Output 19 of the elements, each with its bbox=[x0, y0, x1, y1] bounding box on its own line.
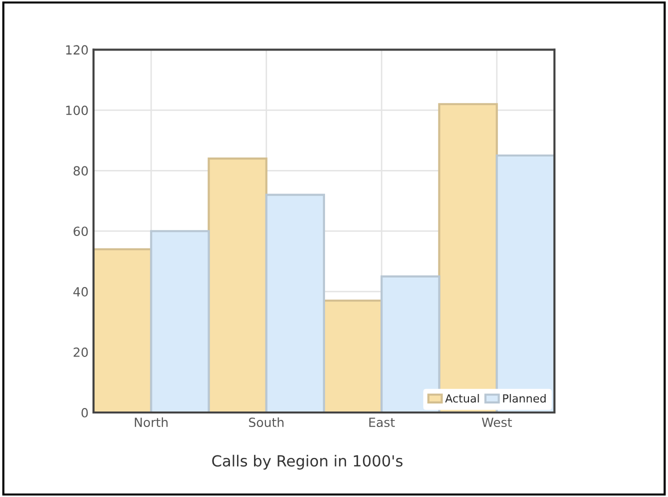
x-tick-label: West bbox=[482, 418, 512, 428]
legend-label: Actual bbox=[445, 394, 479, 403]
bar bbox=[94, 248, 152, 413]
y-tick-label: 20 bbox=[74, 348, 88, 357]
y-tick-label: 40 bbox=[73, 287, 88, 296]
bar bbox=[208, 158, 268, 413]
y-tick-label: 100 bbox=[66, 106, 88, 116]
text: Calls by Region in 1000's bbox=[212, 454, 402, 470]
x-tick-label: South bbox=[249, 417, 284, 428]
bar bbox=[265, 194, 326, 413]
y-tick-label: 80 bbox=[74, 166, 88, 176]
x-tick-label: East bbox=[369, 418, 395, 428]
bar bbox=[150, 230, 210, 413]
y-tick-label: 0 bbox=[82, 408, 88, 418]
bar bbox=[380, 275, 440, 413]
y-tick-label: 120 bbox=[66, 45, 88, 55]
y-tick-label: 60 bbox=[74, 226, 88, 236]
legend-label: Planned bbox=[503, 394, 546, 403]
x-tick-label: North bbox=[134, 417, 168, 428]
